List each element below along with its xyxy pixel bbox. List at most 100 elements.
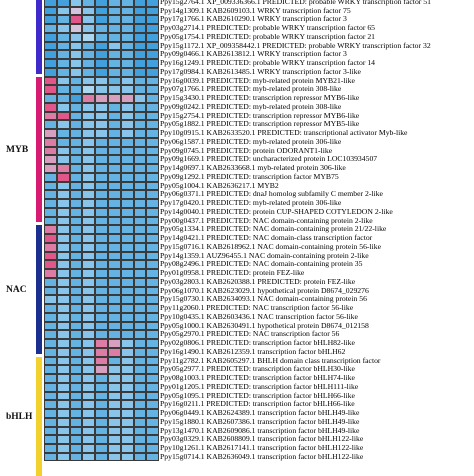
row-label: Ppy06g1587.1 PREDICTED: myb-related prot… xyxy=(160,136,342,146)
heatmap-cell xyxy=(146,295,160,305)
heatmap-cell xyxy=(133,41,147,51)
heatmap-cell xyxy=(82,251,96,261)
heatmap-cell xyxy=(108,41,121,51)
heatmap-cell xyxy=(56,312,70,322)
heatmap-cell xyxy=(44,24,57,33)
heatmap-cell xyxy=(69,111,83,121)
heatmap-cell xyxy=(133,190,147,200)
heatmap-cell xyxy=(133,234,147,243)
heatmap-cell xyxy=(108,50,121,60)
heatmap-cell xyxy=(82,199,96,208)
heatmap-cell xyxy=(82,24,96,33)
heatmap-cell xyxy=(44,321,57,331)
heatmap-cell xyxy=(44,452,57,462)
heatmap-cell xyxy=(82,444,96,453)
heatmap-cell xyxy=(69,365,83,375)
heatmap-cell xyxy=(120,295,134,305)
heatmap-cell xyxy=(69,444,83,453)
heatmap-cell xyxy=(44,129,57,138)
heatmap-cell xyxy=(146,400,160,410)
heatmap-cell xyxy=(146,181,160,191)
heatmap-cell xyxy=(95,260,108,270)
heatmap-cell xyxy=(146,190,160,200)
heatmap-cell xyxy=(133,260,147,270)
heatmap-cell xyxy=(108,207,121,217)
heatmap-cell xyxy=(95,85,108,95)
heatmap-cell xyxy=(146,199,160,208)
heatmap-cell xyxy=(133,172,147,182)
heatmap-cell xyxy=(69,277,83,287)
heatmap-cell xyxy=(69,330,83,340)
heatmap-cell xyxy=(120,242,134,252)
heatmap-cell xyxy=(120,0,134,7)
heatmap-grid xyxy=(44,0,160,474)
heatmap-cell xyxy=(56,347,70,357)
heatmap-cell xyxy=(69,155,83,165)
heatmap-cell xyxy=(146,207,160,217)
heatmap-cell xyxy=(82,304,96,313)
heatmap-cell xyxy=(108,225,121,235)
heatmap-cell xyxy=(146,234,160,243)
heatmap-cell xyxy=(82,32,96,42)
row-label: Ppy10g1261.1 KAB2617141.1 transcription … xyxy=(160,443,364,452)
heatmap-cell xyxy=(146,417,160,427)
heatmap-cell xyxy=(146,242,160,252)
heatmap-cell xyxy=(82,435,96,444)
heatmap-cell xyxy=(56,6,70,16)
heatmap-cell xyxy=(44,181,57,191)
heatmap-cell xyxy=(108,164,121,173)
heatmap-cell xyxy=(120,111,134,121)
heatmap-cell xyxy=(44,94,57,103)
row-label: Ppy15g2754.1 PREDICTED: transcription re… xyxy=(160,110,360,120)
heatmap-cell xyxy=(95,452,108,462)
heatmap-cell xyxy=(146,382,160,392)
heatmap-cell xyxy=(95,444,108,453)
heatmap-cell xyxy=(95,304,108,313)
heatmap-cell xyxy=(108,76,121,86)
heatmap-cell xyxy=(82,277,96,287)
heatmap-cell xyxy=(108,155,121,165)
row-label: Ppy15g2764.1 XP_009336366.1 PREDICTED: p… xyxy=(160,0,431,6)
row-label: Ppy05g1882.1 PREDICTED: transcription re… xyxy=(160,119,360,129)
heatmap-cell xyxy=(108,295,121,305)
heatmap-cell xyxy=(82,207,96,217)
heatmap-cell xyxy=(146,59,160,68)
heatmap-cell xyxy=(146,452,160,462)
row-label: Ppy05g1754.1 PREDICTED: probable WRKY tr… xyxy=(160,31,376,41)
heatmap-cell xyxy=(44,0,57,7)
heatmap-cell xyxy=(133,242,147,252)
heatmap-cell xyxy=(44,85,57,95)
heatmap-cell xyxy=(44,251,57,261)
heatmap-cell xyxy=(95,59,108,68)
heatmap-cell xyxy=(120,24,134,33)
heatmap-cell xyxy=(133,85,147,95)
heatmap-cell xyxy=(82,242,96,252)
heatmap-cell xyxy=(133,330,147,340)
heatmap-cell xyxy=(120,356,134,366)
heatmap-cell xyxy=(82,76,96,86)
heatmap-cell xyxy=(69,94,83,103)
heatmap-cell xyxy=(133,417,147,427)
heatmap-cell xyxy=(44,172,57,182)
heatmap-cell xyxy=(120,120,134,130)
row-label: Ppy10g0915.1 KAB2633520.1 PREDICTED: tra… xyxy=(160,128,408,138)
heatmap-cell xyxy=(146,155,160,165)
heatmap-cell xyxy=(108,172,121,182)
heatmap-cell xyxy=(108,137,121,147)
heatmap-cell xyxy=(69,234,83,243)
heatmap-cell xyxy=(69,312,83,322)
heatmap-cell xyxy=(146,365,160,375)
heatmap-cell xyxy=(56,207,70,217)
heatmap-cell xyxy=(108,391,121,401)
heatmap-cell xyxy=(69,146,83,156)
heatmap-cell xyxy=(120,435,134,444)
row-label: Ppy09g0745.1 PREDICTED: protein ODORANT1… xyxy=(160,145,333,155)
heatmap-cell xyxy=(95,312,108,322)
heatmap-cell xyxy=(95,365,108,375)
heatmap-cell xyxy=(146,41,160,51)
heatmap-cell xyxy=(56,435,70,444)
heatmap-cell xyxy=(120,286,134,296)
heatmap-cell xyxy=(69,426,83,436)
heatmap-cell xyxy=(44,382,57,392)
heatmap-cell xyxy=(69,251,83,261)
